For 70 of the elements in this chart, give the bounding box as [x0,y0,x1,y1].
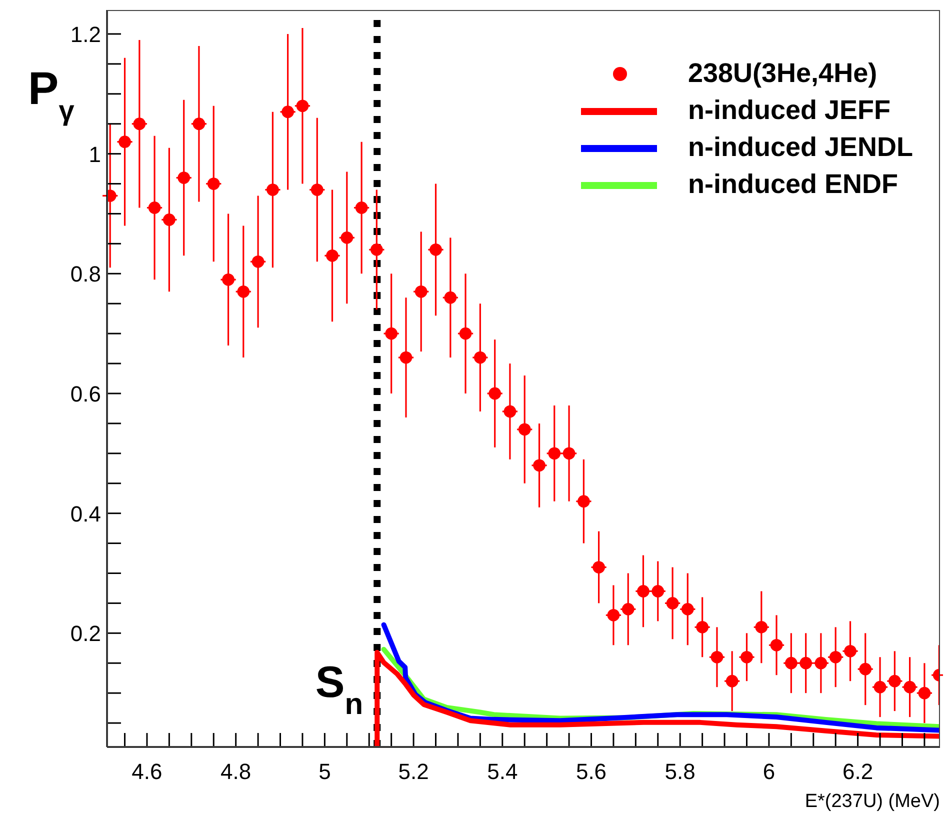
point [222,273,234,286]
point [770,638,783,652]
point [207,178,220,190]
y-axis-title: P$_{γ}$ [28,62,75,126]
x-tick-label: 6.2 [842,759,874,784]
point [666,597,679,610]
point [829,650,842,664]
point [622,603,634,616]
point [355,202,368,214]
point [504,405,516,418]
point [148,202,161,214]
point [178,172,190,184]
point [533,459,546,472]
point [607,609,620,622]
point [474,351,486,364]
point [370,244,383,256]
x-tick-label: 5.4 [487,759,518,784]
point [282,106,294,118]
point [755,620,768,634]
x-tick-label: 5.6 [576,759,607,784]
point [592,561,605,574]
point [266,184,279,196]
legend-label: 238U(3He,4He) [688,58,878,89]
legend-label: n-induced JENDL [688,132,913,163]
point [133,118,146,130]
point [252,255,264,268]
point [488,387,502,400]
point [414,285,428,298]
point [904,680,916,694]
ref-line-label: S$_{n}$ [315,658,364,720]
point [859,662,872,676]
legend-label: n-induced JEFF [688,95,890,126]
point [326,250,338,262]
point [400,351,412,364]
x-tick-label: 4.6 [132,759,162,784]
point [888,674,901,688]
y-tick-label: 0.6 [70,381,101,406]
y-tick-label: 0.4 [70,501,101,526]
point [444,291,457,304]
point [385,327,398,340]
point [310,184,324,196]
point [296,100,309,112]
x-tick-label: 4.8 [220,759,252,784]
point [874,680,886,694]
y-tick-label: 1.2 [70,22,101,47]
point [710,650,724,664]
point [430,244,442,256]
point [518,423,531,436]
x-tick-label: 5.2 [398,759,429,784]
point [740,650,753,664]
point [118,136,131,148]
y-tick-label: 1 [88,142,101,167]
point [163,214,176,226]
y-tick-label: 0.8 [70,262,101,287]
x-tick-label: 6 [762,759,776,784]
legend-label: n-induced ENDF [688,169,898,200]
y-tick-label: 0.2 [70,621,101,646]
point [459,327,472,340]
point [726,674,738,688]
point [918,686,931,700]
point [681,603,694,616]
point [340,232,354,244]
x-tick-label: 5 [318,759,331,784]
point [696,620,708,634]
point [578,495,590,508]
x-axis-title: E*(237U) (MeV) [804,791,940,812]
point [844,644,856,658]
x-tick-label: 5.8 [664,759,696,784]
point [192,118,206,130]
point [237,285,250,298]
